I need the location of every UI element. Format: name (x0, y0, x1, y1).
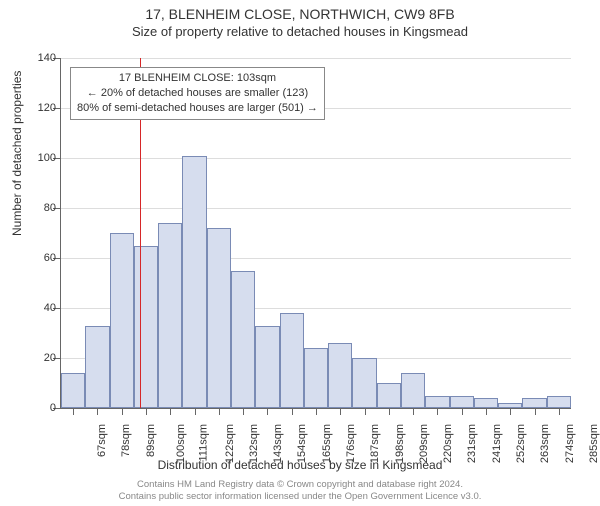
y-tick-label: 60 (26, 252, 56, 264)
histogram-bar (425, 396, 449, 409)
histogram-bar (255, 326, 279, 409)
x-tick (97, 408, 98, 415)
histogram-bar (85, 326, 109, 409)
histogram-bar (547, 396, 571, 409)
x-tick (389, 408, 390, 415)
y-tick-label: 0 (26, 402, 56, 414)
x-tick (195, 408, 196, 415)
histogram-bar (304, 348, 328, 408)
histogram-bar (352, 358, 376, 408)
annotation-line-3: 80% of semi-detached houses are larger (… (77, 101, 318, 116)
page-subtitle: Size of property relative to detached ho… (0, 24, 600, 39)
histogram-bar (401, 373, 425, 408)
x-tick (73, 408, 74, 415)
x-axis-title: Distribution of detached houses by size … (0, 458, 600, 472)
x-tick-label: 111sqm (198, 424, 210, 462)
x-tick (535, 408, 536, 415)
x-tick-label: 67sqm (96, 424, 108, 457)
footer-line-1: Contains HM Land Registry data © Crown c… (0, 479, 600, 490)
x-tick-label: 78sqm (120, 424, 132, 457)
y-tick-label: 40 (26, 302, 56, 314)
x-tick (413, 408, 414, 415)
grid-line (61, 58, 571, 59)
histogram-bar (207, 228, 231, 408)
y-tick-label: 100 (26, 152, 56, 164)
x-tick (365, 408, 366, 415)
annotation-line-1: 17 BLENHEIM CLOSE: 103sqm (77, 71, 318, 86)
histogram-bar (328, 343, 352, 408)
footer-line-2: Contains public sector information licen… (0, 491, 600, 502)
y-tick-label: 140 (26, 52, 56, 64)
histogram-bar (377, 383, 401, 408)
histogram-bar (134, 246, 158, 409)
histogram-bar (158, 223, 182, 408)
histogram-bar (231, 271, 255, 409)
y-tick-label: 20 (26, 352, 56, 364)
x-tick (122, 408, 123, 415)
grid-line (61, 208, 571, 209)
x-tick (510, 408, 511, 415)
x-tick (267, 408, 268, 415)
y-axis-title: Number of detached properties (10, 71, 24, 236)
x-tick (486, 408, 487, 415)
footer-attribution: Contains HM Land Registry data © Crown c… (0, 479, 600, 502)
histogram-bar (474, 398, 498, 408)
histogram-bar (182, 156, 206, 409)
annotation-line-2: ← 20% of detached houses are smaller (12… (77, 86, 318, 101)
x-tick (243, 408, 244, 415)
x-tick (170, 408, 171, 415)
x-tick (340, 408, 341, 415)
x-tick-label: 89sqm (145, 424, 157, 457)
x-tick (146, 408, 147, 415)
histogram-bar (450, 396, 474, 409)
x-tick (219, 408, 220, 415)
x-tick (462, 408, 463, 415)
y-tick-label: 120 (26, 102, 56, 114)
grid-line (61, 158, 571, 159)
x-tick (292, 408, 293, 415)
annotation-box: 17 BLENHEIM CLOSE: 103sqm ← 20% of detac… (70, 67, 325, 120)
histogram-bar (110, 233, 134, 408)
histogram-bar (280, 313, 304, 408)
x-tick (437, 408, 438, 415)
histogram-bar (61, 373, 85, 408)
histogram-bar (522, 398, 546, 408)
x-tick (559, 408, 560, 415)
page-title: 17, BLENHEIM CLOSE, NORTHWICH, CW9 8FB (0, 6, 600, 22)
x-tick (316, 408, 317, 415)
y-tick-label: 80 (26, 202, 56, 214)
